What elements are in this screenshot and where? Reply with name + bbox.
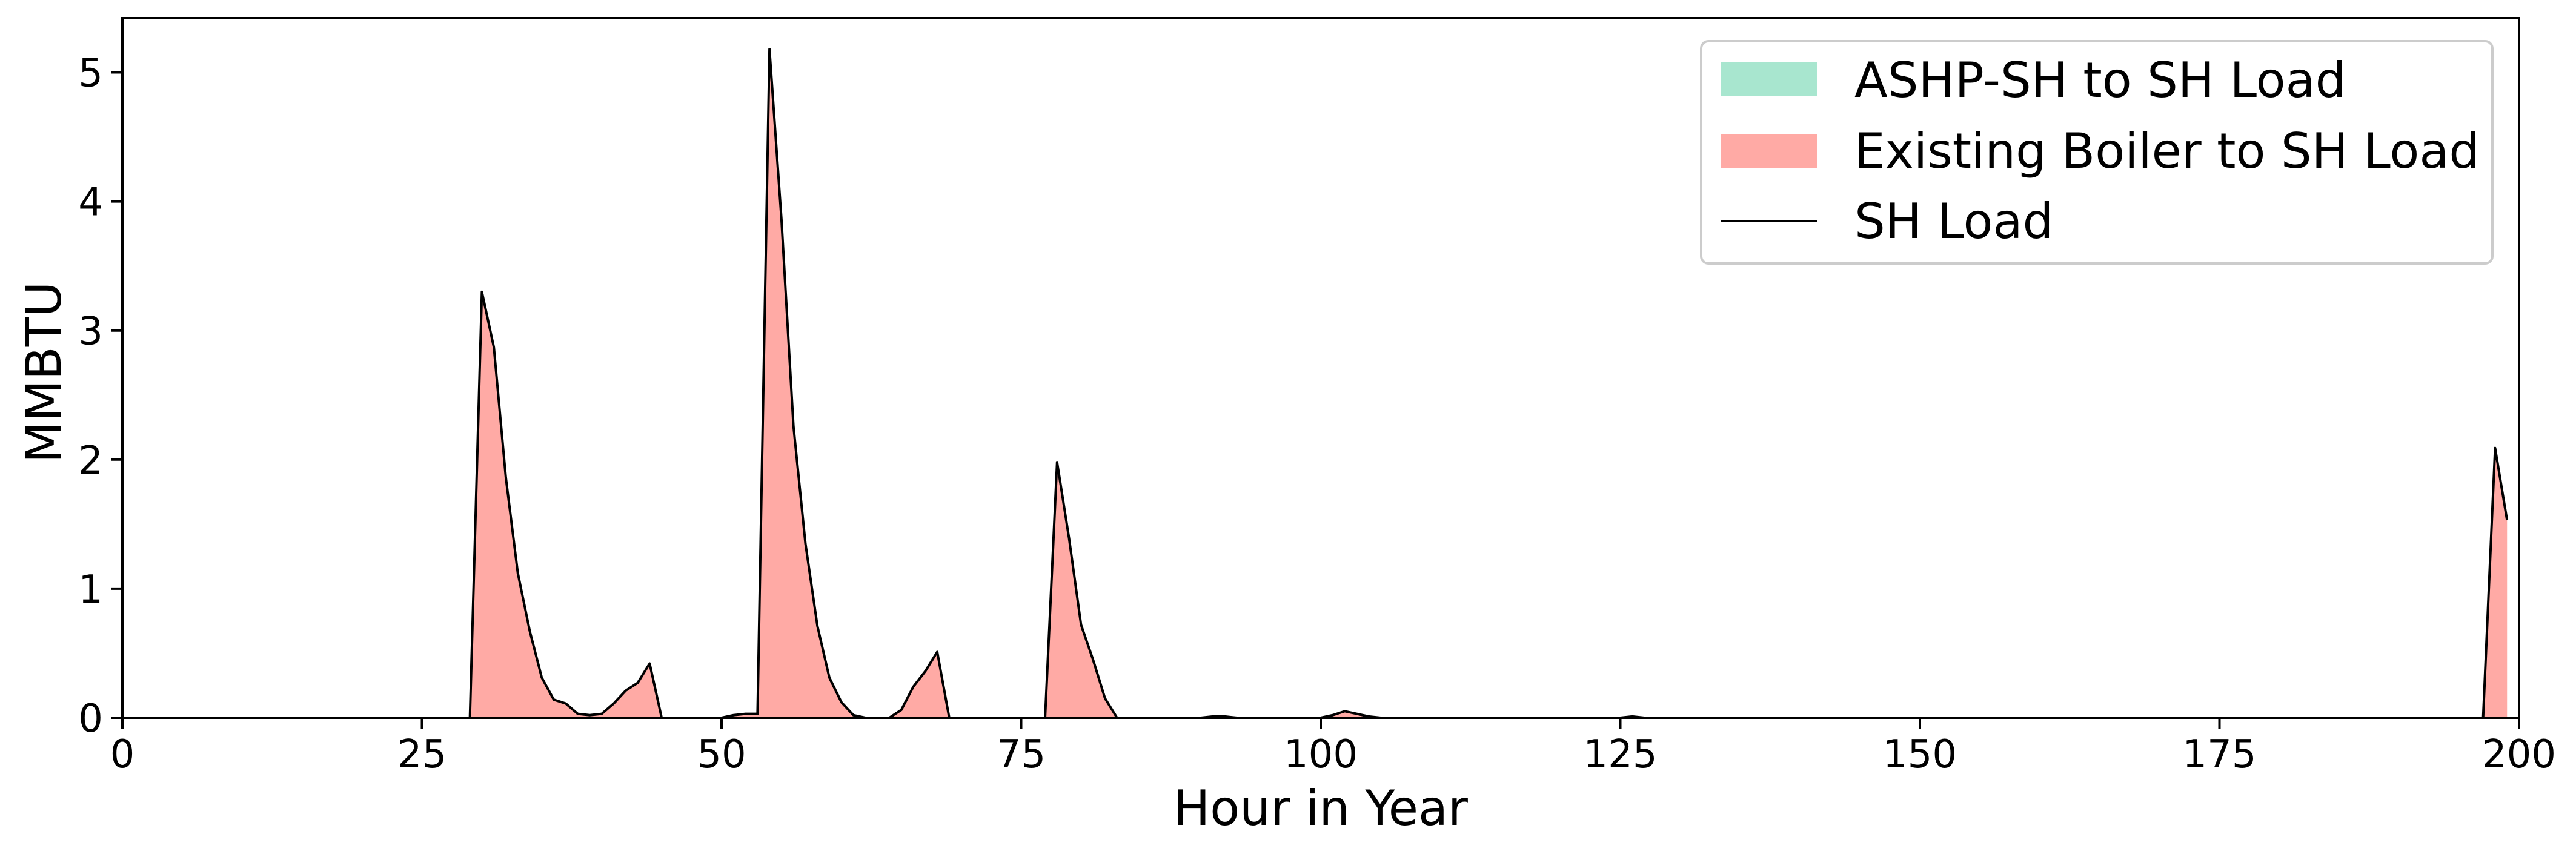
x-tick-label: 75 [997, 732, 1046, 777]
legend-label-sh-load: SH Load [1854, 193, 2053, 250]
x-tick-label: 25 [397, 732, 446, 777]
legend-label-boiler: Existing Boiler to SH Load [1854, 123, 2480, 179]
y-tick-label: 4 [78, 180, 103, 225]
y-tick-label: 5 [78, 51, 103, 96]
x-axis: 0 25 50 75 100 125 150 175 200 [110, 718, 2556, 777]
x-tick-label: 175 [2182, 732, 2256, 777]
y-tick-label: 1 [78, 568, 103, 612]
x-tick-label: 50 [697, 732, 746, 777]
y-tick-label: 2 [78, 439, 103, 483]
x-tick-label: 0 [110, 732, 135, 777]
x-tick-label: 150 [1883, 732, 1957, 777]
x-axis-title: Hour in Year [1173, 780, 1468, 836]
y-axis-title: MMBTU [16, 282, 72, 463]
legend-swatch-ashp [1721, 62, 1817, 96]
legend-swatch-boiler [1721, 134, 1817, 168]
y-axis: 0 1 2 3 4 5 [78, 51, 122, 741]
x-tick-label: 125 [1583, 732, 1657, 777]
x-tick-label: 200 [2482, 732, 2556, 777]
y-tick-label: 3 [78, 309, 103, 354]
legend: ASHP-SH to SH Load Existing Boiler to SH… [1700, 40, 2494, 265]
legend-label-ashp: ASHP-SH to SH Load [1854, 52, 2346, 108]
y-tick-label: 0 [78, 697, 103, 741]
x-tick-label: 100 [1284, 732, 1358, 777]
legend-frame [1700, 40, 2494, 265]
